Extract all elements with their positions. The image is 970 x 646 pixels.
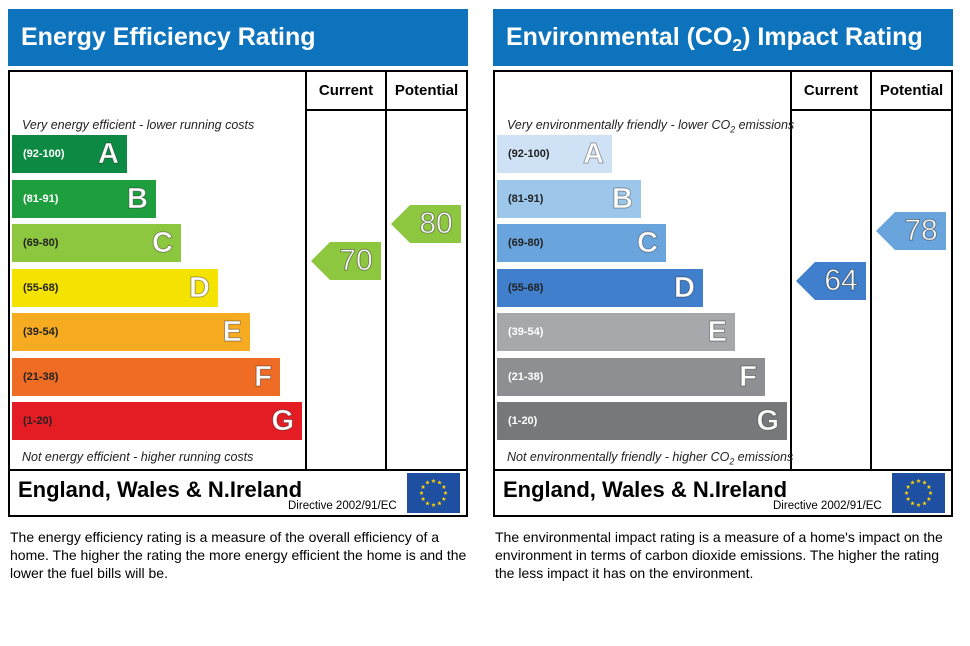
band-range-label: (81-91) bbox=[508, 192, 544, 205]
potential-arrow-shape bbox=[876, 212, 946, 251]
footer-divider bbox=[495, 469, 951, 471]
column-divider bbox=[790, 72, 792, 469]
potential-rating-value: 78 bbox=[904, 214, 938, 248]
current-rating-arrow: 64 bbox=[796, 262, 866, 301]
band-range-label: (55-68) bbox=[508, 281, 544, 294]
band-letter: G bbox=[271, 405, 295, 438]
environmental-panel-title: Environmental (CO2) Impact Rating bbox=[493, 9, 953, 66]
band-a: (92-100) A bbox=[497, 135, 612, 173]
potential-rating-arrow: 78 bbox=[876, 212, 946, 251]
current-rating-arrow: 70 bbox=[311, 242, 381, 281]
top-caption: Very energy efficient - lower running co… bbox=[22, 118, 255, 132]
band-f: (21-38) F bbox=[12, 357, 280, 396]
band-range-label: (69-80) bbox=[23, 237, 59, 249]
band-range-label: (21-38) bbox=[23, 370, 59, 383]
header-divider bbox=[305, 109, 466, 111]
band-letter: C bbox=[637, 227, 659, 260]
band-e: (39-54) E bbox=[12, 313, 250, 351]
footer-region-label: England, Wales & N.Ireland bbox=[503, 477, 788, 502]
energy-description: The energy efficiency rating is a measur… bbox=[10, 529, 467, 581]
band-letter: G bbox=[756, 405, 780, 438]
band-letter: F bbox=[254, 360, 273, 393]
band-range-label: (39-54) bbox=[23, 326, 59, 338]
energy-efficiency-panel: Energy Efficiency Rating Current Potenti… bbox=[8, 9, 468, 517]
current-arrow-shape bbox=[796, 262, 866, 301]
energy-panel-title: Energy Efficiency Rating bbox=[8, 9, 468, 66]
band-letter: D bbox=[189, 271, 211, 304]
current-arrow-shape bbox=[311, 242, 381, 281]
band-range-label: (1-20) bbox=[508, 415, 538, 427]
potential-arrow-shape bbox=[391, 205, 461, 243]
band-range-label: (21-38) bbox=[508, 370, 544, 383]
band-range-label: (92-100) bbox=[23, 148, 65, 160]
footer-region-label: England, Wales & N.Ireland bbox=[18, 477, 303, 502]
band-e: (39-54) E bbox=[497, 313, 735, 351]
eu-flag-icon bbox=[407, 473, 460, 513]
band-letter: D bbox=[674, 271, 696, 304]
band-d: (55-68) D bbox=[12, 268, 218, 307]
band-letter: B bbox=[612, 182, 634, 215]
band-f: (21-38) F bbox=[497, 357, 765, 396]
environmental-description: The environmental impact rating is a mea… bbox=[495, 529, 943, 581]
band-letter: C bbox=[152, 227, 174, 260]
band-letter: A bbox=[98, 138, 120, 171]
footer-divider bbox=[10, 469, 466, 471]
band-g: (1-20) G bbox=[497, 402, 787, 440]
bottom-caption: Not environmentally friendly - higher CO… bbox=[507, 450, 794, 467]
footer-directive-label: Directive 2002/91/EC bbox=[773, 500, 882, 512]
bottom-caption: Not energy efficient - higher running co… bbox=[22, 450, 254, 464]
column-header-potential: Potential bbox=[394, 82, 459, 99]
band-range-label: (81-91) bbox=[23, 192, 59, 205]
current-rating-value: 64 bbox=[824, 264, 858, 298]
band-range-label: (55-68) bbox=[23, 281, 59, 294]
band-letter: E bbox=[707, 316, 727, 349]
band-a: (92-100) A bbox=[12, 135, 127, 173]
band-c: (69-80) C bbox=[12, 224, 181, 262]
environmental-rating-chart: Current Potential Very environmentally f… bbox=[493, 70, 953, 517]
band-b: (81-91) B bbox=[497, 179, 641, 218]
current-rating-value: 70 bbox=[339, 244, 373, 278]
band-letter: F bbox=[739, 360, 758, 393]
band-letter: A bbox=[583, 138, 605, 171]
column-header-potential: Potential bbox=[879, 82, 944, 99]
environmental-impact-panel: Environmental (CO2) Impact Rating Curren… bbox=[493, 9, 953, 517]
band-d: (55-68) D bbox=[497, 268, 703, 307]
band-range-label: (92-100) bbox=[508, 148, 550, 160]
band-letter: E bbox=[222, 316, 242, 349]
footer-directive-label: Directive 2002/91/EC bbox=[288, 500, 397, 512]
potential-rating-arrow: 80 bbox=[391, 205, 461, 243]
header-divider bbox=[790, 109, 951, 111]
band-letter: B bbox=[127, 182, 149, 215]
band-range-label: (1-20) bbox=[23, 415, 53, 427]
column-divider bbox=[305, 72, 307, 469]
band-c: (69-80) C bbox=[497, 224, 666, 262]
band-g: (1-20) G bbox=[12, 402, 302, 440]
potential-rating-value: 80 bbox=[419, 207, 453, 241]
column-divider bbox=[385, 72, 387, 469]
energy-rating-chart: Current Potential Very energy efficient … bbox=[8, 70, 468, 517]
eu-flag-icon bbox=[892, 473, 945, 513]
band-range-label: (39-54) bbox=[508, 326, 544, 338]
band-b: (81-91) B bbox=[12, 179, 156, 218]
column-divider bbox=[870, 72, 872, 469]
column-header-current: Current bbox=[318, 82, 374, 99]
top-caption: Very environmentally friendly - lower CO… bbox=[507, 118, 795, 135]
band-range-label: (69-80) bbox=[508, 237, 544, 249]
column-header-current: Current bbox=[803, 82, 859, 99]
